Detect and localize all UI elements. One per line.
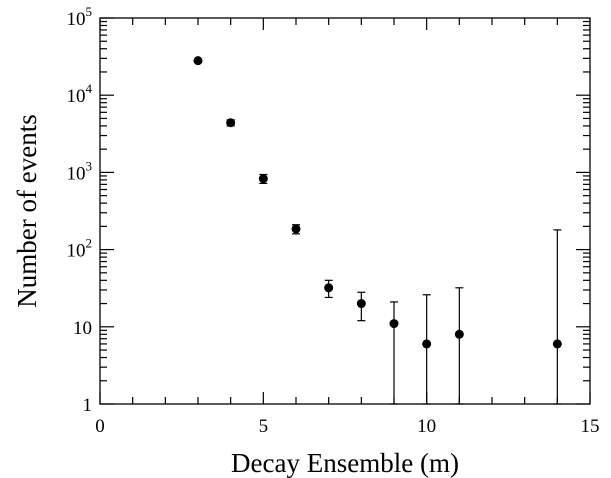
plot-frame	[99, 17, 591, 405]
data-point	[552, 229, 562, 405]
x-tick-label: 10	[417, 416, 436, 437]
y-axis-tick-labels: 1 10 102 103 104 105	[67, 4, 93, 416]
data-marker	[324, 283, 334, 293]
data-points	[193, 56, 562, 405]
x-tick-label: 15	[581, 416, 600, 437]
data-marker	[193, 56, 203, 66]
data-point	[291, 224, 301, 235]
y-tick-label: 103	[67, 158, 93, 184]
data-point	[258, 173, 268, 185]
data-marker	[389, 319, 399, 329]
data-point	[193, 56, 203, 66]
data-marker	[226, 118, 236, 128]
x-axis-ticks	[99, 18, 591, 404]
y-tick-label: 102	[67, 236, 93, 262]
data-marker	[552, 339, 562, 349]
data-marker	[422, 339, 432, 349]
data-marker	[356, 299, 366, 309]
data-point	[389, 301, 399, 405]
y-tick-label: 105	[67, 4, 93, 30]
data-point	[356, 291, 366, 322]
y-tick-label: 1	[83, 395, 93, 416]
data-marker	[258, 174, 268, 184]
data-marker	[454, 329, 464, 339]
y-axis-ticks	[100, 17, 590, 405]
y-tick-label: 10	[73, 318, 92, 339]
x-tick-label: 5	[259, 416, 269, 437]
x-tick-label: 0	[95, 416, 105, 437]
data-point	[422, 294, 432, 405]
data-point	[324, 279, 334, 299]
data-point	[226, 118, 236, 128]
x-axis-title: Decay Ensemble (m)	[231, 448, 459, 478]
x-axis-tick-labels: 0 5 10 15	[95, 416, 599, 437]
y-axis-title: Number of events	[12, 114, 42, 307]
y-tick-label: 104	[67, 81, 93, 107]
data-marker	[291, 224, 301, 234]
data-point	[454, 287, 464, 405]
